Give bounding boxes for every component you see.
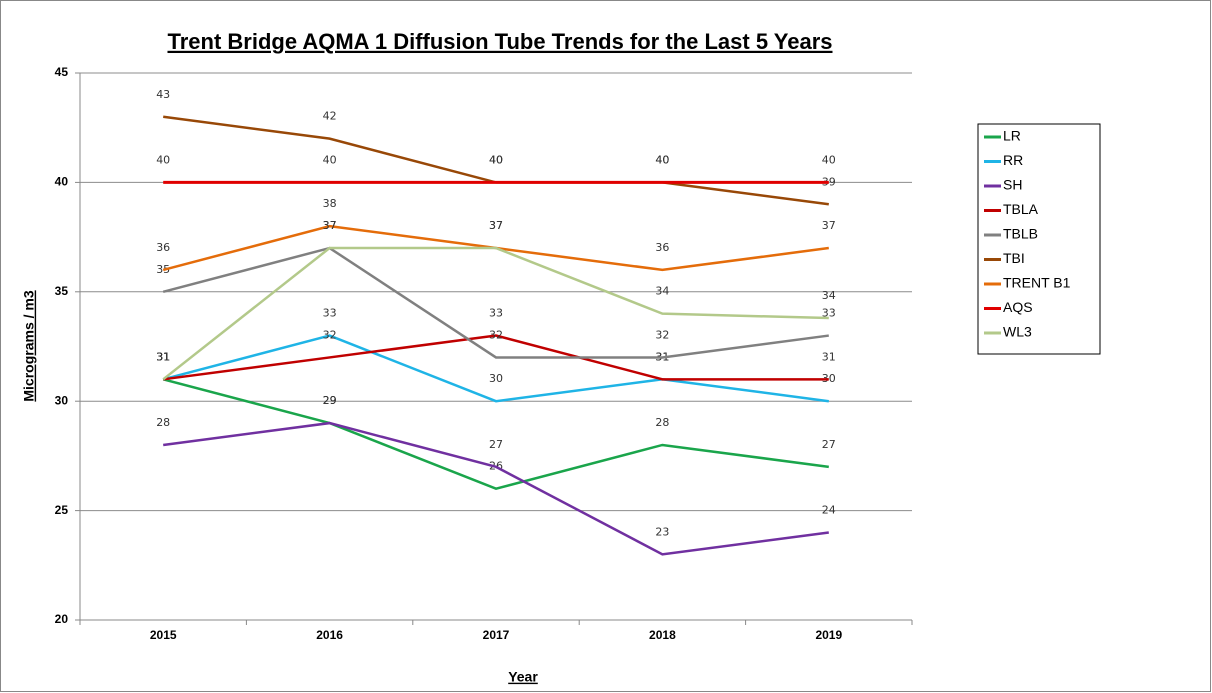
data-label: 28 xyxy=(655,416,669,429)
data-label: 28 xyxy=(156,416,170,429)
data-label: 27 xyxy=(822,438,836,451)
data-label: 27 xyxy=(489,438,503,451)
data-label: 37 xyxy=(489,219,503,232)
series-line xyxy=(162,334,829,403)
x-tick-label: 2015 xyxy=(150,628,177,642)
data-label: 33 xyxy=(822,307,836,320)
data-label: 31 xyxy=(156,350,170,363)
data-label: 33 xyxy=(489,307,503,320)
legend-label: TRENT B1 xyxy=(1003,275,1071,291)
data-label: 40 xyxy=(655,153,669,166)
x-tick-label: 2018 xyxy=(649,628,676,642)
legend-label: TBLA xyxy=(1003,201,1039,217)
data-label: 32 xyxy=(655,328,669,341)
y-tick-label: 40 xyxy=(55,175,69,189)
y-tick-label: 30 xyxy=(55,393,69,407)
legend-label: AQS xyxy=(1003,299,1033,315)
x-tick-label: 2016 xyxy=(316,628,343,642)
legend-label: TBI xyxy=(1003,250,1025,266)
data-label: 31 xyxy=(156,350,170,363)
x-tick-label: 2017 xyxy=(483,628,510,642)
data-label: 37 xyxy=(323,219,337,232)
series-line xyxy=(163,421,829,556)
series-line xyxy=(162,246,829,381)
data-label: 34 xyxy=(822,289,836,302)
legend-label: TBLB xyxy=(1003,226,1038,242)
data-label: 24 xyxy=(822,503,836,516)
data-label: 34 xyxy=(655,285,669,298)
data-label: 31 xyxy=(822,350,836,363)
data-label: 40 xyxy=(822,153,836,166)
data-label: 42 xyxy=(323,110,337,123)
data-label: 37 xyxy=(822,219,836,232)
data-label: 30 xyxy=(489,372,503,385)
data-label: 32 xyxy=(323,328,337,341)
data-label: 36 xyxy=(655,241,669,254)
data-label: 40 xyxy=(323,153,337,166)
series-line xyxy=(162,378,829,491)
series-line xyxy=(162,246,829,359)
x-axis-label: Year xyxy=(508,669,538,685)
data-label: 31 xyxy=(156,350,170,363)
chart-title: Trent Bridge AQMA 1 Diffusion Tube Trend… xyxy=(167,29,832,54)
legend-label: WL3 xyxy=(1003,324,1032,340)
y-tick-label: 25 xyxy=(55,503,69,517)
data-label: 31 xyxy=(156,350,170,363)
data-label: 40 xyxy=(156,153,170,166)
series-line xyxy=(163,334,829,381)
y-axis-label: Micrograms / m3 xyxy=(21,290,37,401)
data-label: 29 xyxy=(323,394,337,407)
legend-box xyxy=(977,123,1101,355)
y-tick-label: 35 xyxy=(55,284,69,298)
legend-label: LR xyxy=(1003,128,1021,144)
data-label: 37 xyxy=(489,219,503,232)
data-label: 40 xyxy=(655,153,669,166)
data-label: 40 xyxy=(489,153,503,166)
data-label: 36 xyxy=(156,241,170,254)
y-tick-label: 20 xyxy=(55,612,69,626)
data-label: 29 xyxy=(323,394,337,407)
data-label: 33 xyxy=(323,307,337,320)
data-label: 32 xyxy=(489,328,503,341)
legend-label: RR xyxy=(1003,152,1023,168)
y-tick-label: 45 xyxy=(55,65,69,79)
data-label: 23 xyxy=(655,525,669,538)
data-label: 43 xyxy=(156,88,170,101)
data-label: 40 xyxy=(489,153,503,166)
data-label: 38 xyxy=(323,197,337,210)
x-tick-label: 2019 xyxy=(815,628,842,642)
legend-label: SH xyxy=(1003,177,1022,193)
